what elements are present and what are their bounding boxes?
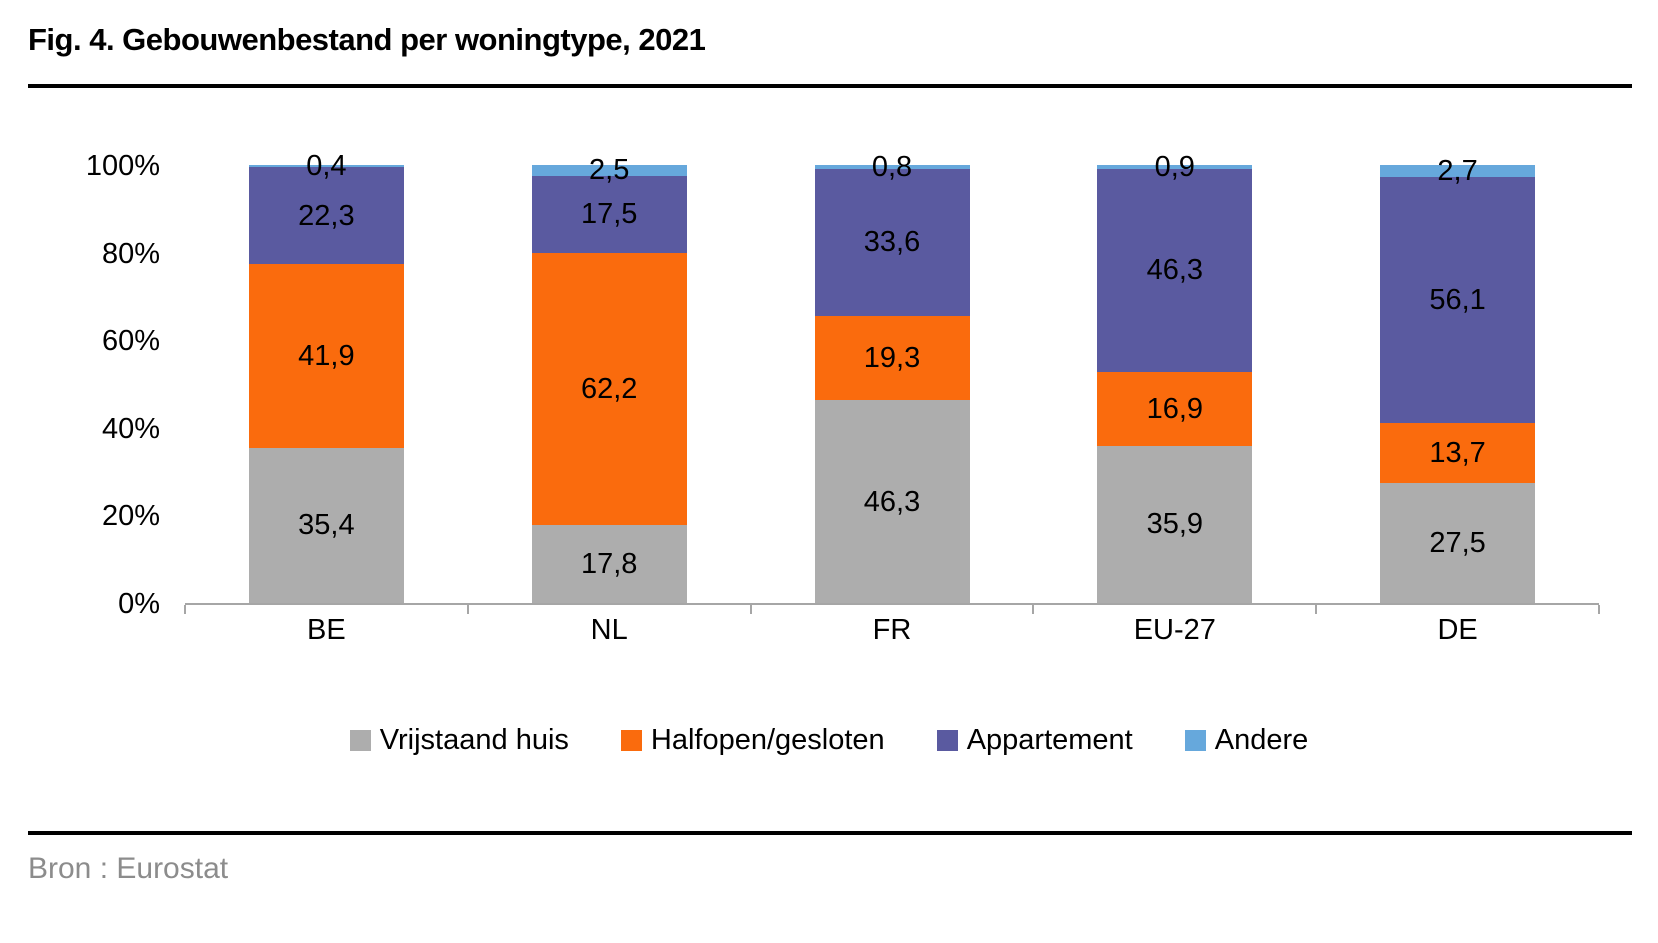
legend-swatch-icon-appartement <box>936 730 958 751</box>
x-axis-tick <box>184 605 186 614</box>
title-divider <box>28 84 1632 88</box>
bar-value-label-EU-27-halfopen-gesloten: 16,9 <box>1146 392 1204 425</box>
x-axis-category-BE: BE <box>307 614 346 646</box>
bar-value-label-BE-halfopen-gesloten: 41,9 <box>298 340 355 373</box>
bar-value-label-EU-27-vrijstaand-huis: 35,9 <box>1146 508 1204 541</box>
legend-swatch-icon-vrijstaand-huis <box>349 730 371 751</box>
x-axis-category-NL: NL <box>590 614 628 646</box>
bar-segment-BE-appartement <box>248 166 404 265</box>
bar-segment-DE-appartement <box>1380 176 1536 423</box>
legend-item-appartement: Appartement <box>936 724 1133 757</box>
bar-segment-EU-27-appartement <box>1097 168 1253 372</box>
x-axis-category-EU-27: EU-27 <box>1133 614 1216 646</box>
bar-value-label-DE-andere: 2,7 <box>1437 154 1478 187</box>
bar-value-label-NL-appartement: 17,5 <box>580 198 638 231</box>
bar-segment-NL-andere <box>531 165 687 176</box>
bar-segment-DE-halfopen-gesloten <box>1380 422 1536 483</box>
bar-segment-NL-appartement <box>531 175 687 253</box>
bar-segment-DE-vrijstaand-huis <box>1380 482 1536 603</box>
legend-label-halfopen-gesloten: Halfopen/gesloten <box>650 724 885 756</box>
bar-segment-NL-vrijstaand-huis <box>531 525 687 603</box>
bar-segment-FR-vrijstaand-huis <box>814 400 970 603</box>
bar-value-label-NL-vrijstaand-huis: 17,8 <box>580 548 638 581</box>
bar-segment-NL-halfopen-gesloten <box>531 252 687 526</box>
x-axis-tick <box>1315 605 1318 614</box>
source-caption: Bron : Eurostat <box>28 852 229 885</box>
bar-segment-EU-27-vrijstaand-huis <box>1097 445 1253 603</box>
bar-value-label-BE-appartement: 22,3 <box>298 199 355 232</box>
legend-swatch-icon-andere <box>1184 730 1206 751</box>
bar-segment-FR-halfopen-gesloten <box>814 315 970 401</box>
x-axis-category-FR: FR <box>872 614 912 646</box>
bar-segment-BE-andere <box>248 165 404 167</box>
plot-area <box>185 165 1599 605</box>
y-axis-label-60: 60% <box>101 325 160 358</box>
legend-item-andere: Andere <box>1184 724 1309 757</box>
x-axis-category-DE: DE <box>1437 614 1478 646</box>
y-axis-label-0: 0% <box>118 588 160 620</box>
bar-value-label-BE-vrijstaand-huis: 35,4 <box>298 509 355 542</box>
bar-value-label-FR-halfopen-gesloten: 19,3 <box>863 341 921 374</box>
bar-value-label-FR-appartement: 33,6 <box>863 226 921 259</box>
y-axis-label-40: 40% <box>101 412 160 445</box>
bar-value-label-DE-vrijstaand-huis: 27,5 <box>1429 526 1486 559</box>
bar-segment-FR-andere <box>814 165 970 169</box>
bar-value-label-BE-andere: 0,4 <box>306 149 347 182</box>
bar-segment-FR-appartement <box>814 168 970 316</box>
chart-legend: Vrijstaand huis Halfopen/gesloten Appartem… <box>0 724 1658 757</box>
x-axis-tick <box>466 605 469 614</box>
bar-value-label-DE-halfopen-gesloten: 13,7 <box>1429 436 1486 469</box>
bar-value-label-NL-andere: 2,5 <box>589 154 630 187</box>
y-axis-label-80: 80% <box>101 237 160 270</box>
bar-segment-EU-27-halfopen-gesloten <box>1097 371 1253 446</box>
bar-value-label-EU-27-appartement: 46,3 <box>1146 254 1204 287</box>
figure-title: Fig. 4. Gebouwenbestand per woningtype, … <box>28 22 706 57</box>
legend-swatch-icon-halfopen-gesloten <box>620 730 642 751</box>
bar-segment-BE-halfopen-gesloten <box>248 264 404 448</box>
bar-segment-DE-andere <box>1380 165 1536 177</box>
y-axis-label-20: 20% <box>101 500 160 533</box>
x-axis-tick <box>1598 605 1600 614</box>
legend-item-vrijstaand-huis: Vrijstaand huis <box>349 724 569 757</box>
bar-value-label-DE-appartement: 56,1 <box>1429 283 1486 316</box>
x-axis-tick <box>1032 605 1035 614</box>
bar-value-label-NL-halfopen-gesloten: 62,2 <box>580 372 638 405</box>
y-axis-label-100: 100% <box>85 150 160 182</box>
footer-divider <box>28 831 1632 835</box>
bar-value-label-FR-vrijstaand-huis: 46,3 <box>863 485 921 518</box>
bar-value-label-FR-andere: 0,8 <box>871 150 913 183</box>
legend-label-vrijstaand-huis: Vrijstaand huis <box>379 724 569 756</box>
legend-label-andere: Andere <box>1214 724 1309 756</box>
x-axis-tick <box>749 605 752 614</box>
bar-segment-EU-27-andere <box>1097 165 1253 169</box>
bar-value-label-EU-27-andere: 0,9 <box>1154 150 1195 183</box>
bar-segment-BE-vrijstaand-huis <box>248 447 404 603</box>
legend-label-appartement: Appartement <box>966 724 1133 756</box>
legend-item-halfopen-gesloten: Halfopen/gesloten <box>620 724 885 757</box>
